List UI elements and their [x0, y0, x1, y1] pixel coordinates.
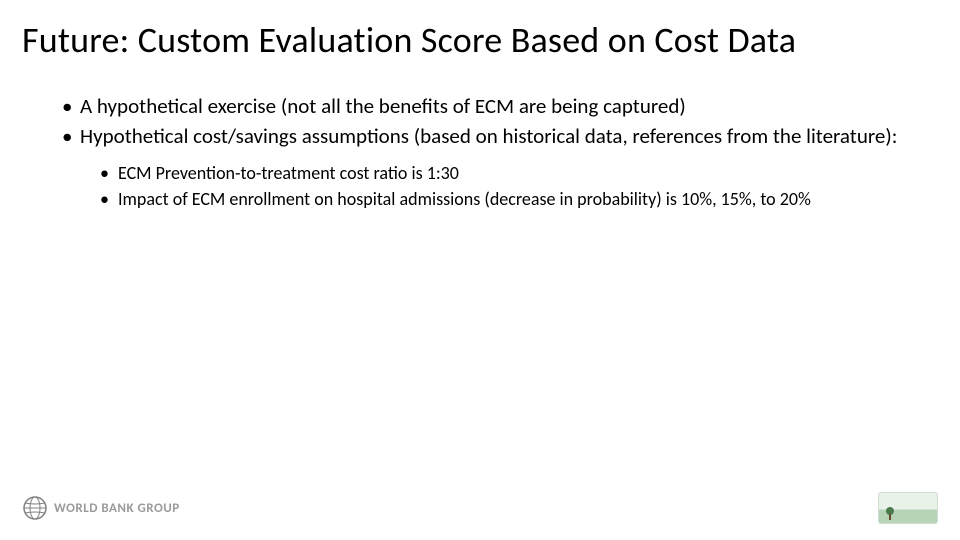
slide: Future: Custom Evaluation Score Based on… [0, 0, 960, 540]
globe-icon [22, 495, 48, 521]
slide-footer: WORLD BANK GROUP [0, 488, 960, 528]
slide-content: A hypothetical exercise (not all the ben… [0, 72, 960, 211]
world-bank-logo: WORLD BANK GROUP [22, 495, 180, 521]
bullet-level2: ECM Prevention-to-treatment cost ratio i… [98, 161, 910, 185]
slide-title: Future: Custom Evaluation Score Based on… [0, 0, 960, 72]
bullet-level1: A hypothetical exercise (not all the ben… [60, 92, 910, 120]
bullet-level2: Impact of ECM enrollment on hospital adm… [98, 187, 910, 211]
partner-logo [878, 492, 938, 524]
world-bank-text: WORLD BANK GROUP [54, 501, 180, 516]
sub-bullets: ECM Prevention-to-treatment cost ratio i… [60, 161, 910, 212]
tree-icon [885, 507, 895, 521]
bullet-level1: Hypothetical cost/savings assumptions (b… [60, 122, 910, 150]
